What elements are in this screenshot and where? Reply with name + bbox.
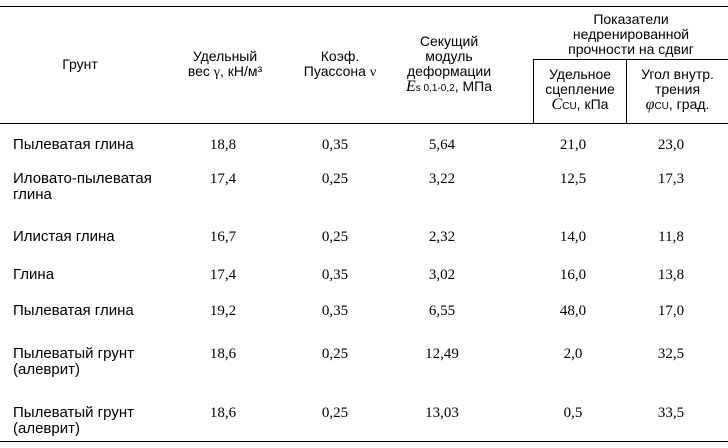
cohesion-value: 16,0 — [559, 267, 587, 283]
modulus-value: 3,02 — [428, 267, 456, 283]
header-soil: Грунт — [40, 57, 120, 72]
header-poisson-line2: Пуассона ν — [303, 63, 377, 81]
bottom-rule — [0, 441, 728, 442]
soil-name: Пылеватая глина — [13, 136, 134, 153]
modulus-value: 12,49 — [425, 346, 459, 362]
cohesion-value: 14,0 — [559, 229, 587, 245]
header-poisson: Коэф. Пуассона ν — [285, 48, 395, 81]
poisson-value: 0,25 — [321, 229, 349, 245]
modulus-value: 2,32 — [428, 229, 456, 245]
soil-name: Пылеватая глина — [13, 302, 134, 319]
header-cohesion-line2: сцепление — [545, 81, 615, 97]
header-unit-weight-line2: вес γ, кН/м³ — [187, 63, 263, 81]
header-modulus: Секущий модуль деформации Es 0,1-0,2, МП… — [393, 34, 505, 96]
header-soil-label: Грунт — [62, 56, 98, 72]
unit-weight-value: 18,6 — [209, 405, 237, 421]
soil-name: Глина — [13, 266, 55, 283]
header-strength-group: Показатели недренированной прочности на … — [534, 12, 728, 57]
modulus-unit: , МПа — [454, 78, 492, 94]
unit-weight-value: 17,4 — [209, 267, 237, 283]
modulus-value: 13,03 — [425, 405, 459, 421]
unit-weight-unit: , кН/м³ — [219, 63, 263, 79]
cohesion-value: 12,5 — [559, 171, 587, 187]
strength-left-divider — [533, 59, 534, 123]
header-strength-line1: Показатели — [593, 11, 669, 27]
friction-value: 32,5 — [657, 346, 685, 362]
modulus-value: 6,55 — [428, 303, 456, 319]
header-cohesion-line1: Удельное — [548, 66, 612, 82]
strength-subheader-rule — [533, 59, 728, 60]
unit-weight-value: 18,6 — [209, 346, 237, 362]
cohesion-subscript: CU — [562, 101, 577, 112]
cohesion-symbol: C — [551, 96, 563, 113]
friction-value: 17,3 — [657, 171, 685, 187]
cohesion-value: 0,5 — [563, 405, 583, 421]
top-rule — [0, 6, 728, 7]
cohesion-value: 21,0 — [559, 137, 587, 153]
cohesion-unit: , кПа — [576, 96, 609, 112]
friction-symbol: φ — [645, 96, 655, 113]
header-modulus-line3: деформации — [406, 63, 492, 79]
header-unit-weight: Удельный вес γ, кН/м³ — [170, 48, 280, 81]
header-modulus-line2: модуль — [425, 48, 473, 64]
header-unit-weight-line1: Удельный — [192, 48, 258, 64]
friction-value: 33,5 — [657, 405, 685, 421]
unit-weight-value: 16,7 — [209, 229, 237, 245]
soil-name: Илистая глина — [13, 228, 115, 245]
cohesion-value: 48,0 — [559, 303, 587, 319]
header-friction-line2: трения — [654, 81, 701, 97]
modulus-value: 3,22 — [428, 171, 456, 187]
header-strength-line2: недренированной — [572, 26, 690, 42]
poisson-value: 0,35 — [321, 137, 349, 153]
strength-mid-divider — [626, 59, 627, 123]
header-friction-line1: Угол внутр. — [641, 66, 714, 82]
header-friction-line3: φCU, град. — [627, 97, 728, 114]
modulus-subscript: s 0,1-0,2 — [415, 83, 455, 94]
cohesion-value: 2,0 — [563, 346, 583, 362]
header-friction: Угол внутр. трения φCU, град. — [627, 67, 728, 114]
poisson-value: 0,25 — [321, 171, 349, 187]
soil-name: Иловато-пылеватая глина — [13, 170, 152, 203]
friction-value: 17,0 — [657, 303, 685, 319]
modulus-symbol: E — [406, 78, 416, 95]
soil-name: Пылеватый грунт (алеврит) — [13, 404, 134, 437]
header-poisson-line1: Коэф. — [320, 48, 360, 64]
header-modulus-line1: Секущий — [419, 33, 479, 49]
poisson-value: 0,35 — [321, 303, 349, 319]
header-modulus-line4: Es 0,1-0,2, МПа — [393, 79, 505, 96]
friction-value: 23,0 — [657, 137, 685, 153]
poisson-value: 0,25 — [321, 346, 349, 362]
unit-weight-value: 19,2 — [209, 303, 237, 319]
unit-weight-value: 17,4 — [209, 171, 237, 187]
poisson-value: 0,35 — [321, 267, 349, 283]
header-cohesion-line3: CCU, кПа — [534, 97, 626, 114]
unit-weight-value: 18,8 — [209, 137, 237, 153]
gamma-symbol: γ — [213, 65, 220, 80]
soil-name: Пылеватый грунт (алеврит) — [13, 345, 134, 378]
poisson-value: 0,25 — [321, 405, 349, 421]
modulus-value: 5,64 — [428, 137, 456, 153]
friction-unit: , град. — [668, 96, 710, 112]
header-strength-line3: прочности на сдвиг — [568, 41, 694, 57]
friction-value: 13,8 — [657, 267, 685, 283]
header-bottom-rule — [0, 123, 728, 124]
nu-symbol: ν — [369, 65, 377, 80]
friction-value: 11,8 — [658, 229, 684, 245]
header-cohesion: Удельное сцепление CCU, кПа — [534, 67, 626, 114]
friction-subscript: CU — [654, 101, 669, 112]
